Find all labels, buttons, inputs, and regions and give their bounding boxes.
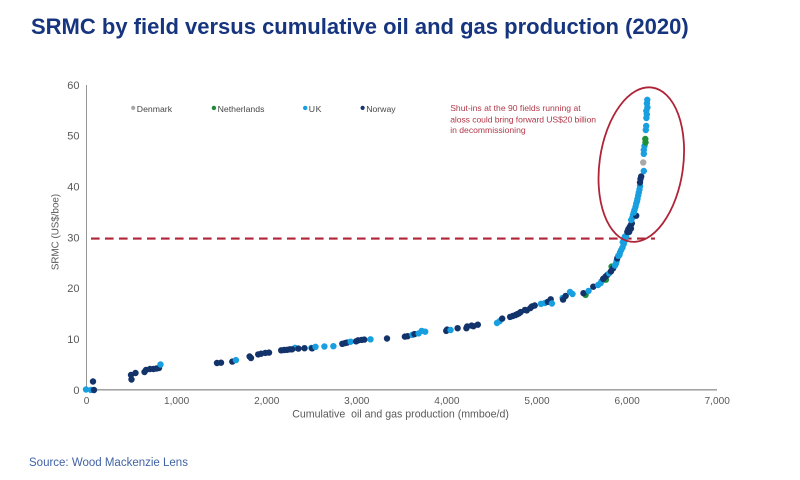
svg-text:SRMC (US$/boe): SRMC (US$/boe): [50, 194, 61, 270]
svg-text:50: 50: [67, 131, 79, 143]
svg-text:Cumulative oil and gas produc: Cumulative oil and gas production (mmboe…: [292, 409, 509, 421]
svg-text:6,000: 6,000: [614, 396, 640, 407]
svg-text:1,000: 1,000: [164, 396, 190, 407]
svg-text:Shut-ins at the 90 fields runn: Shut-ins at the 90 fields running at: [450, 103, 581, 113]
svg-text:30: 30: [67, 232, 79, 244]
svg-text:0: 0: [84, 396, 90, 407]
svg-text:0: 0: [73, 385, 79, 397]
svg-text:3,000: 3,000: [344, 396, 370, 407]
svg-text:4,000: 4,000: [434, 396, 460, 407]
svg-text:40: 40: [67, 182, 79, 194]
svg-text:in decommissioning: in decommissioning: [450, 125, 526, 135]
svg-text:Denmark: Denmark: [137, 104, 173, 114]
svg-text:U K: U K: [309, 104, 322, 114]
svg-text:2,000: 2,000: [254, 396, 280, 407]
svg-text:20: 20: [67, 283, 79, 295]
svg-text:Norway: Norway: [366, 104, 396, 114]
svg-text:SRMC by field versus cumulativ: SRMC by field versus cumulative oil and …: [31, 14, 689, 39]
svg-text:60: 60: [67, 80, 79, 92]
svg-text:Source: Wood Mackenzie Lens: Source: Wood Mackenzie Lens: [29, 457, 188, 469]
svg-text:Netherlands: Netherlands: [218, 104, 266, 114]
svg-text:5,000: 5,000: [524, 396, 550, 407]
svg-text:10: 10: [67, 334, 79, 346]
svg-text:7,000: 7,000: [705, 396, 731, 407]
svg-text:aloss could bring forward US$2: aloss could bring forward US$20 billion: [450, 114, 596, 124]
